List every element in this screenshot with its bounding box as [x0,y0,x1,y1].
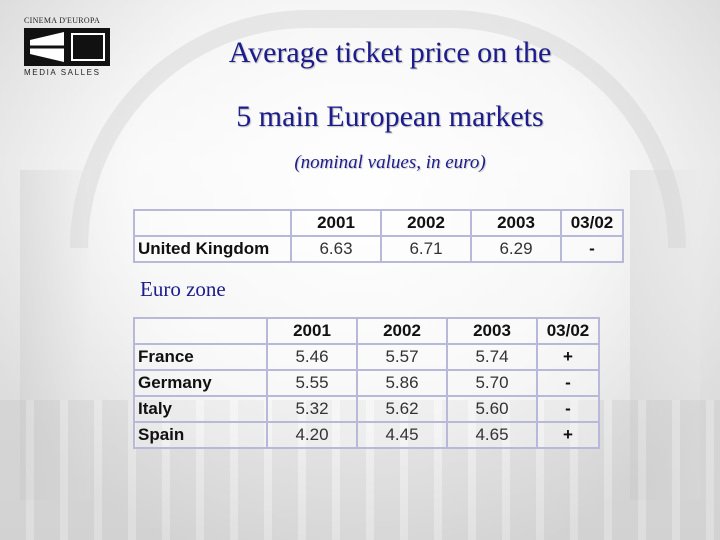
price-value: 5.32 [266,395,358,423]
table-row: Italy 5.32 5.62 5.60 - [133,395,600,423]
country-name: Spain [133,421,268,449]
price-value: 5.60 [446,395,538,423]
country-name: Germany [133,369,268,397]
table-row: Spain 4.20 4.45 4.65 + [133,421,600,449]
table-header-row: 2001 2002 2003 03/02 [133,317,600,345]
page-subtitle: (nominal values, in euro) [294,152,486,173]
country-name: Italy [133,395,268,423]
column-header: 03/02 [536,317,600,345]
price-value: 5.62 [356,395,448,423]
euro-zone-ticket-price-table: 2001 2002 2003 03/02 France 5.46 5.57 5.… [133,317,600,449]
table-corner-cell [133,317,268,345]
price-value: 4.65 [446,421,538,449]
change-sign: + [536,343,600,371]
table-row: France 5.46 5.57 5.74 + [133,343,600,371]
price-value: 5.55 [266,369,358,397]
column-header: 2003 [446,317,538,345]
media-salles-logo: CINEMA D'EUROPA MEDIA SALLES [24,16,110,78]
price-value: 5.74 [446,343,538,371]
country-name: United Kingdom [133,235,292,263]
column-header: 2001 [266,317,358,345]
table-corner-cell [133,209,292,237]
price-value: 4.45 [356,421,448,449]
price-value: 5.70 [446,369,538,397]
change-sign: - [536,395,600,423]
logo-bottom-text: MEDIA SALLES [24,68,101,77]
column-header: 2002 [380,209,472,237]
country-name: France [133,343,268,371]
price-value: 5.86 [356,369,448,397]
logo-mark-icon [24,28,110,66]
price-value: 6.29 [470,235,562,263]
background-pillar-left [20,170,90,500]
page-title-line-2: 5 main European markets [236,100,544,133]
page-title-line-1: Average ticket price on the [228,36,552,69]
price-value: 4.20 [266,421,358,449]
column-header: 2003 [470,209,562,237]
uk-ticket-price-table: 2001 2002 2003 03/02 United Kingdom 6.63… [133,209,624,263]
change-sign: - [536,369,600,397]
column-header: 03/02 [560,209,624,237]
change-sign: + [536,421,600,449]
background-pillar-right [630,170,700,500]
price-value: 6.71 [380,235,472,263]
price-value: 6.63 [290,235,382,263]
logo-top-text: CINEMA D'EUROPA [24,16,101,25]
euro-zone-label: Euro zone [140,277,226,301]
table-row: United Kingdom 6.63 6.71 6.29 - [133,235,624,263]
change-sign: - [560,235,624,263]
column-header: 2002 [356,317,448,345]
price-value: 5.57 [356,343,448,371]
column-header: 2001 [290,209,382,237]
table-row: Germany 5.55 5.86 5.70 - [133,369,600,397]
table-header-row: 2001 2002 2003 03/02 [133,209,624,237]
price-value: 5.46 [266,343,358,371]
